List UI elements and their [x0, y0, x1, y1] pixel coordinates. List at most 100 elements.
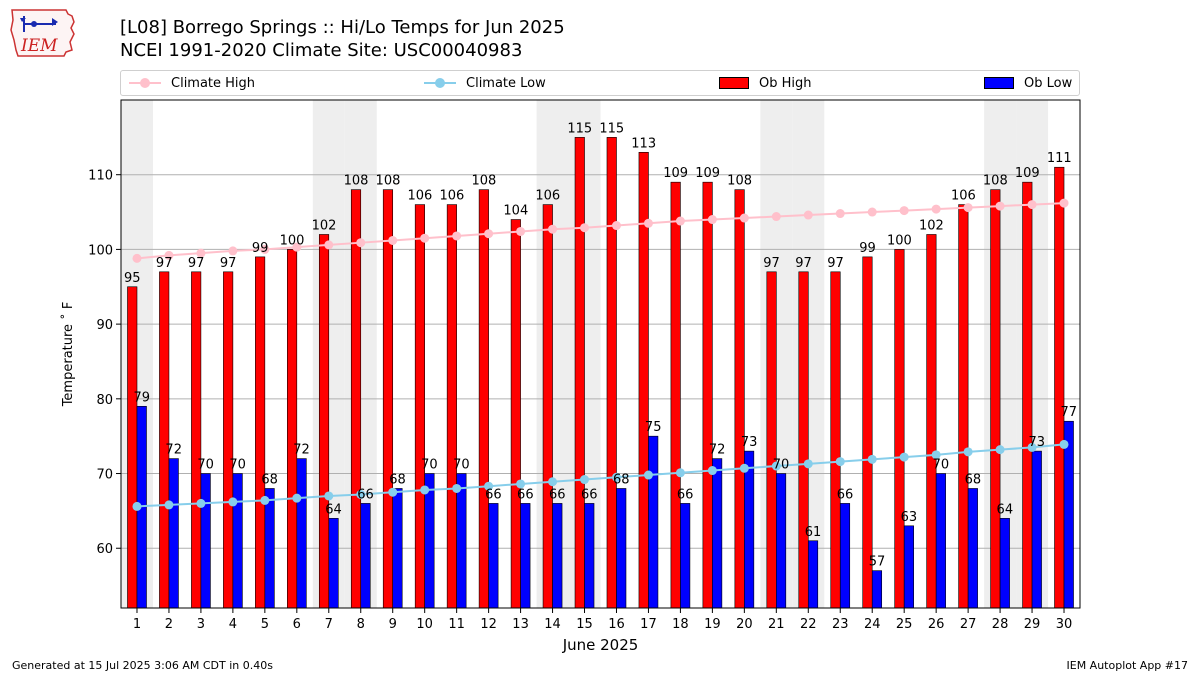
ob-high-label: 97 — [827, 256, 844, 271]
ob-high-label: 108 — [376, 174, 401, 189]
x-axis-label: June 2025 — [562, 636, 639, 654]
ob-low-label: 66 — [677, 487, 694, 502]
x-tick-label: 29 — [1024, 617, 1041, 632]
ob-low-label: 70 — [933, 458, 950, 473]
ob-low-label: 66 — [549, 487, 566, 502]
logo-text: IEM — [20, 36, 58, 56]
ob-low-bar — [807, 540, 819, 609]
ob-high-label: 106 — [535, 189, 560, 204]
legend-item-ob-low: Ob Low — [984, 71, 1072, 95]
ob-low-bar — [328, 518, 339, 609]
climate-low-point — [803, 459, 813, 469]
climate-high-point — [675, 216, 685, 226]
ob-low-label: 64 — [325, 502, 342, 517]
ob-high-bar — [990, 189, 1001, 609]
weekend-shade — [121, 100, 153, 608]
ob-high-label: 95 — [124, 271, 141, 286]
ob-high-bar — [127, 286, 138, 609]
climate-high-point — [931, 204, 941, 214]
ob-low-bar — [999, 518, 1010, 609]
weekend-shade — [536, 100, 569, 608]
ob-high-label: 104 — [503, 204, 528, 219]
ob-high-swatch — [719, 77, 749, 89]
climate-high-point — [356, 238, 366, 248]
ob-low-bar — [136, 405, 147, 609]
ob-high-bar — [159, 271, 170, 609]
ob-low-bar — [1031, 450, 1042, 609]
ob-high-bar — [510, 219, 521, 609]
x-tick-label: 8 — [357, 617, 365, 632]
ob-low-bar — [839, 503, 851, 609]
climate-low-swatch — [424, 78, 456, 88]
ob-high-bar — [350, 189, 362, 609]
legend: Climate High Climate Low Ob High Ob Low — [120, 70, 1080, 96]
x-tick-label: 22 — [800, 617, 817, 632]
ob-high-bar — [382, 189, 394, 609]
climate-low-point — [420, 485, 430, 495]
climate-low-point — [675, 468, 685, 478]
x-tick-label: 14 — [544, 617, 561, 632]
ob-high-label: 99 — [252, 241, 269, 256]
x-tick-label: 28 — [992, 617, 1009, 632]
ob-low-label: 70 — [453, 458, 470, 473]
ob-low-label: 68 — [613, 472, 630, 487]
ob-high-bar — [255, 256, 266, 609]
ob-high-bar — [318, 234, 330, 609]
ob-high-bar — [670, 181, 681, 609]
x-tick-label: 6 — [293, 617, 301, 632]
climate-high-point — [1027, 200, 1037, 210]
x-tick-label: 4 — [229, 617, 237, 632]
y-tick-label: 100 — [88, 243, 113, 258]
ob-low-label: 61 — [805, 525, 822, 540]
ob-low-label: 70 — [773, 458, 790, 473]
ob-high-label: 106 — [439, 189, 464, 204]
ob-high-label: 99 — [859, 241, 876, 256]
legend-label: Climate Low — [466, 75, 546, 91]
x-tick-label: 3 — [197, 617, 205, 632]
climate-low-point — [899, 452, 909, 462]
climate-low-point — [260, 495, 270, 505]
ob-high-bar — [894, 249, 905, 609]
ob-low-bar — [616, 488, 627, 609]
x-tick-label: 19 — [704, 617, 721, 632]
ob-high-bar — [191, 271, 202, 609]
x-tick-label: 18 — [672, 617, 689, 632]
climate-low-point — [611, 472, 621, 482]
ob-high-bar — [606, 137, 617, 609]
ob-low-label: 66 — [485, 487, 502, 502]
climate-high-point — [963, 203, 973, 213]
ob-high-bar — [414, 204, 425, 609]
climate-high-point — [899, 206, 909, 216]
climate-high-point — [867, 207, 877, 217]
ob-high-bar — [798, 271, 809, 609]
x-tick-label: 7 — [325, 617, 333, 632]
ob-high-label: 97 — [156, 256, 173, 271]
ob-low-bar — [392, 488, 403, 609]
weekend-shade — [984, 100, 1017, 608]
x-tick-label: 16 — [608, 617, 625, 632]
ob-low-label: 75 — [645, 420, 662, 435]
ob-high-label: 102 — [312, 218, 337, 233]
y-axis-label: Temperature ˚ F — [60, 302, 76, 408]
iowa-state-outline — [10, 9, 75, 57]
climate-high-point — [132, 253, 142, 263]
ob-low-label: 63 — [901, 510, 918, 525]
ob-high-label: 109 — [1015, 166, 1040, 181]
weekend-shade — [312, 100, 345, 608]
ob-high-bar — [223, 271, 234, 609]
y-tick-label: 70 — [96, 468, 113, 483]
ob-low-bar — [776, 473, 787, 609]
ob-high-label: 108 — [471, 174, 496, 189]
ob-high-label: 97 — [188, 256, 205, 271]
ob-high-bar — [766, 271, 777, 609]
climate-low-point — [1027, 442, 1037, 452]
ob-high-bar — [958, 204, 969, 609]
ob-low-label: 72 — [709, 443, 726, 458]
ob-high-label: 106 — [408, 189, 433, 204]
x-tick-label: 15 — [576, 617, 593, 632]
ob-high-label: 97 — [795, 256, 812, 271]
ob-high-label: 102 — [919, 218, 944, 233]
x-tick-label: 1 — [133, 617, 141, 632]
ob-low-bar — [967, 488, 978, 609]
ob-low-bar — [456, 473, 467, 609]
